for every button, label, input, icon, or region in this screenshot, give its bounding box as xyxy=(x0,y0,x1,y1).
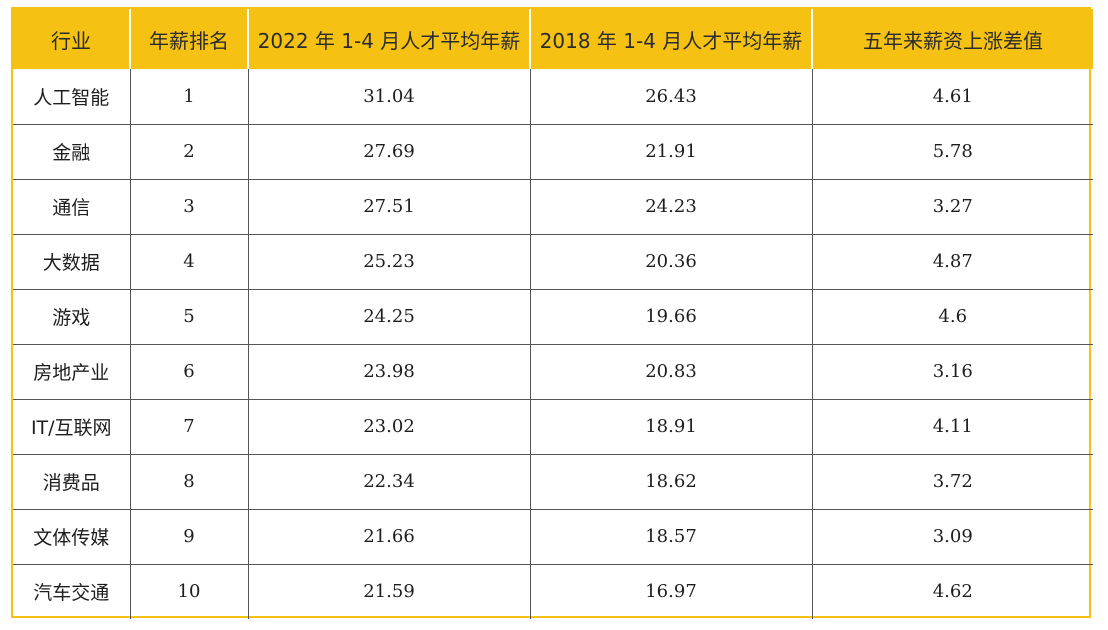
industry-cell: 游戏 xyxy=(13,288,131,345)
industry-cell: 人工智能 xyxy=(13,69,131,125)
industry-cell: 消费品 xyxy=(13,453,131,510)
salary-2018-cell: 20.36 xyxy=(529,233,813,290)
rank-cell: 8 xyxy=(129,453,249,510)
header-salary-rank: 年薪排名 xyxy=(129,9,249,69)
industry-cell: IT/互联网 xyxy=(13,398,131,455)
increase-cell: 3.72 xyxy=(811,453,1093,510)
salary-2018-cell: 21.91 xyxy=(529,123,813,180)
table-row: 通信 3 27.51 24.23 3.27 xyxy=(13,178,1093,235)
table-row: 大数据 4 25.23 20.36 4.87 xyxy=(13,233,1093,290)
rank-cell: 3 xyxy=(129,178,249,235)
salary-2022-cell: 22.34 xyxy=(247,453,531,510)
header-industry: 行业 xyxy=(13,9,131,69)
salary-2022-cell: 23.98 xyxy=(247,343,531,400)
increase-cell: 4.62 xyxy=(811,563,1093,619)
salary-2022-cell: 27.51 xyxy=(247,178,531,235)
increase-cell: 4.11 xyxy=(811,398,1093,455)
salary-2022-cell: 31.04 xyxy=(247,69,531,125)
industry-cell: 通信 xyxy=(13,178,131,235)
industry-cell: 金融 xyxy=(13,123,131,180)
industry-cell: 房地产业 xyxy=(13,343,131,400)
rank-cell: 7 xyxy=(129,398,249,455)
header-salary-2022: 2022 年 1-4 月人才平均年薪 xyxy=(247,9,531,69)
increase-cell: 3.16 xyxy=(811,343,1093,400)
industry-cell: 汽车交通 xyxy=(13,563,131,619)
increase-cell: 3.09 xyxy=(811,508,1093,565)
industry-cell: 文体传媒 xyxy=(13,508,131,565)
salary-table: 行业 年薪排名 2022 年 1-4 月人才平均年薪 2018 年 1-4 月人… xyxy=(13,9,1093,619)
rank-cell: 2 xyxy=(129,123,249,180)
table-row: 金融 2 27.69 21.91 5.78 xyxy=(13,123,1093,180)
increase-cell: 5.78 xyxy=(811,123,1093,180)
salary-2018-cell: 18.91 xyxy=(529,398,813,455)
table-row: 汽车交通 10 21.59 16.97 4.62 xyxy=(13,563,1093,619)
salary-2018-cell: 20.83 xyxy=(529,343,813,400)
salary-2018-cell: 19.66 xyxy=(529,288,813,345)
rank-cell: 6 xyxy=(129,343,249,400)
salary-2018-cell: 16.97 xyxy=(529,563,813,619)
salary-2022-cell: 21.66 xyxy=(247,508,531,565)
increase-cell: 4.87 xyxy=(811,233,1093,290)
rank-cell: 9 xyxy=(129,508,249,565)
increase-cell: 4.61 xyxy=(811,69,1093,125)
salary-2018-cell: 24.23 xyxy=(529,178,813,235)
table-header-row: 行业 年薪排名 2022 年 1-4 月人才平均年薪 2018 年 1-4 月人… xyxy=(13,9,1093,69)
header-salary-increase: 五年来薪资上涨差值 xyxy=(811,9,1093,69)
table-row: IT/互联网 7 23.02 18.91 4.11 xyxy=(13,398,1093,455)
rank-cell: 1 xyxy=(129,69,249,125)
salary-2018-cell: 26.43 xyxy=(529,69,813,125)
salary-2022-cell: 25.23 xyxy=(247,233,531,290)
table-row: 文体传媒 9 21.66 18.57 3.09 xyxy=(13,508,1093,565)
table-row: 消费品 8 22.34 18.62 3.72 xyxy=(13,453,1093,510)
salary-2022-cell: 21.59 xyxy=(247,563,531,619)
salary-2018-cell: 18.62 xyxy=(529,453,813,510)
table-row: 人工智能 1 31.04 26.43 4.61 xyxy=(13,69,1093,125)
salary-table-frame: 行业 年薪排名 2022 年 1-4 月人才平均年薪 2018 年 1-4 月人… xyxy=(11,7,1093,619)
rank-cell: 10 xyxy=(129,563,249,619)
increase-cell: 3.27 xyxy=(811,178,1093,235)
industry-cell: 大数据 xyxy=(13,233,131,290)
table-row: 房地产业 6 23.98 20.83 3.16 xyxy=(13,343,1093,400)
header-salary-2018: 2018 年 1-4 月人才平均年薪 xyxy=(529,9,813,69)
rank-cell: 4 xyxy=(129,233,249,290)
salary-2022-cell: 24.25 xyxy=(247,288,531,345)
salary-2022-cell: 27.69 xyxy=(247,123,531,180)
rank-cell: 5 xyxy=(129,288,249,345)
table-row: 游戏 5 24.25 19.66 4.6 xyxy=(13,288,1093,345)
salary-2018-cell: 18.57 xyxy=(529,508,813,565)
increase-cell: 4.6 xyxy=(811,288,1093,345)
salary-2022-cell: 23.02 xyxy=(247,398,531,455)
table-body: 人工智能 1 31.04 26.43 4.61 金融 2 27.69 21.91 5.78 通信 3 2… xyxy=(13,69,1093,619)
